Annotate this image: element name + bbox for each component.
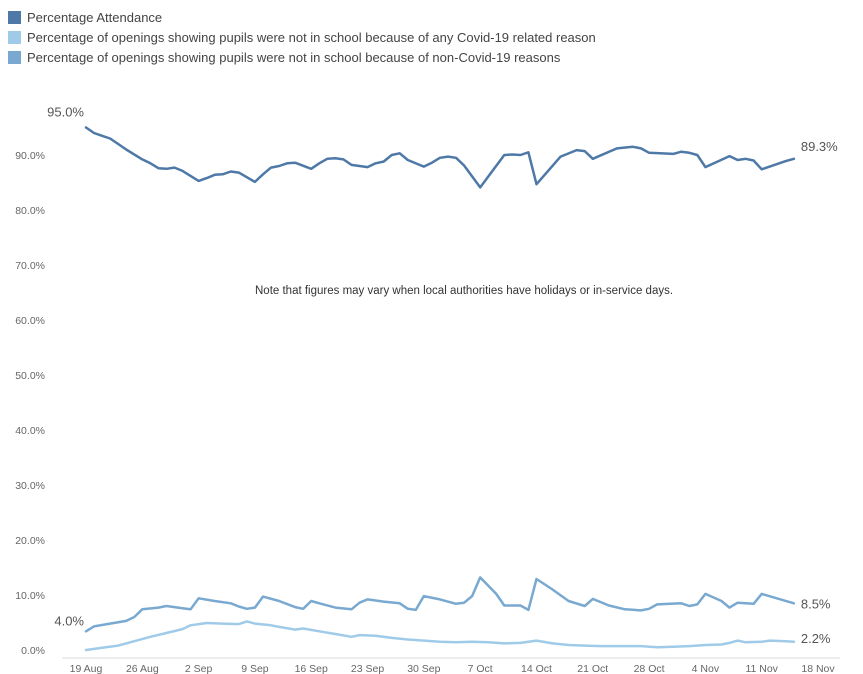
legend-label-covid: Percentage of openings showing pupils we… (27, 29, 596, 45)
x-tick-label: 11 Nov (745, 663, 778, 674)
legend-item-non-covid[interactable]: Percentage of openings showing pupils we… (8, 48, 560, 66)
x-tick-label: 4 Nov (692, 663, 720, 674)
x-tick-label: 30 Sep (407, 663, 440, 674)
legend-swatch-non-covid (8, 50, 21, 64)
y-axis-ticks: 0.0% 10.0% 20.0% 30.0% 40.0% 50.0% 60.0% 70.0% 8… (15, 150, 45, 657)
legend-label-attendance: Percentage Attendance (27, 9, 163, 25)
series-start-label: 4.0% (54, 613, 84, 628)
covid-line[interactable] (84, 620, 796, 652)
x-axis-ticks: 19 Aug 26 Aug 2 Sep 9 Sep 16 Sep 23 Sep 30 Sep… (70, 663, 836, 674)
x-tick-label: 2 Sep (185, 663, 213, 674)
non-covid-line[interactable] (84, 576, 796, 633)
y-tick-label: 60.0% (15, 315, 45, 327)
x-tick-label: 18 Nov (801, 663, 835, 674)
legend-swatch-covid (8, 30, 21, 44)
y-tick-label: 50.0% (15, 370, 45, 382)
x-tick-label: 26 Aug (126, 663, 159, 674)
x-tick-label: 21 Oct (577, 663, 608, 674)
x-tick-label: 16 Sep (295, 663, 328, 674)
series-end-label: 89.3% (801, 139, 838, 154)
y-tick-label: 20.0% (15, 535, 45, 547)
y-tick-label: 10.0% (15, 590, 45, 602)
series-end-labels: 95.0% 89.3% 2.2% 4.0% 8.5% (47, 105, 838, 646)
x-tick-label: 14 Oct (521, 663, 552, 674)
y-tick-label: 70.0% (15, 260, 45, 272)
x-tick-label: 9 Sep (241, 663, 269, 674)
y-tick-label: 90.0% (15, 150, 45, 162)
legend-item-covid[interactable]: Percentage of openings showing pupils we… (8, 28, 596, 46)
y-tick-label: 30.0% (15, 480, 45, 492)
attendance-line[interactable] (84, 126, 796, 189)
x-tick-label: 23 Sep (351, 663, 384, 674)
x-tick-label: 28 Oct (634, 663, 665, 674)
legend-item-attendance[interactable]: Percentage Attendance (8, 8, 162, 26)
legend-label-non-covid: Percentage of openings showing pupils we… (27, 49, 561, 65)
y-tick-label: 80.0% (15, 205, 45, 217)
y-tick-label: 0.0% (21, 645, 45, 657)
legend-swatch-attendance (8, 10, 21, 24)
x-tick-label: 7 Oct (468, 663, 493, 674)
series-end-label: 2.2% (801, 631, 831, 646)
series-lines (84, 126, 796, 652)
series-end-label: 8.5% (801, 596, 831, 611)
series-start-label: 95.0% (47, 105, 84, 120)
chart-note: Note that figures may vary when local au… (255, 285, 674, 297)
x-tick-label: 19 Aug (70, 663, 103, 674)
y-tick-label: 40.0% (15, 425, 45, 437)
